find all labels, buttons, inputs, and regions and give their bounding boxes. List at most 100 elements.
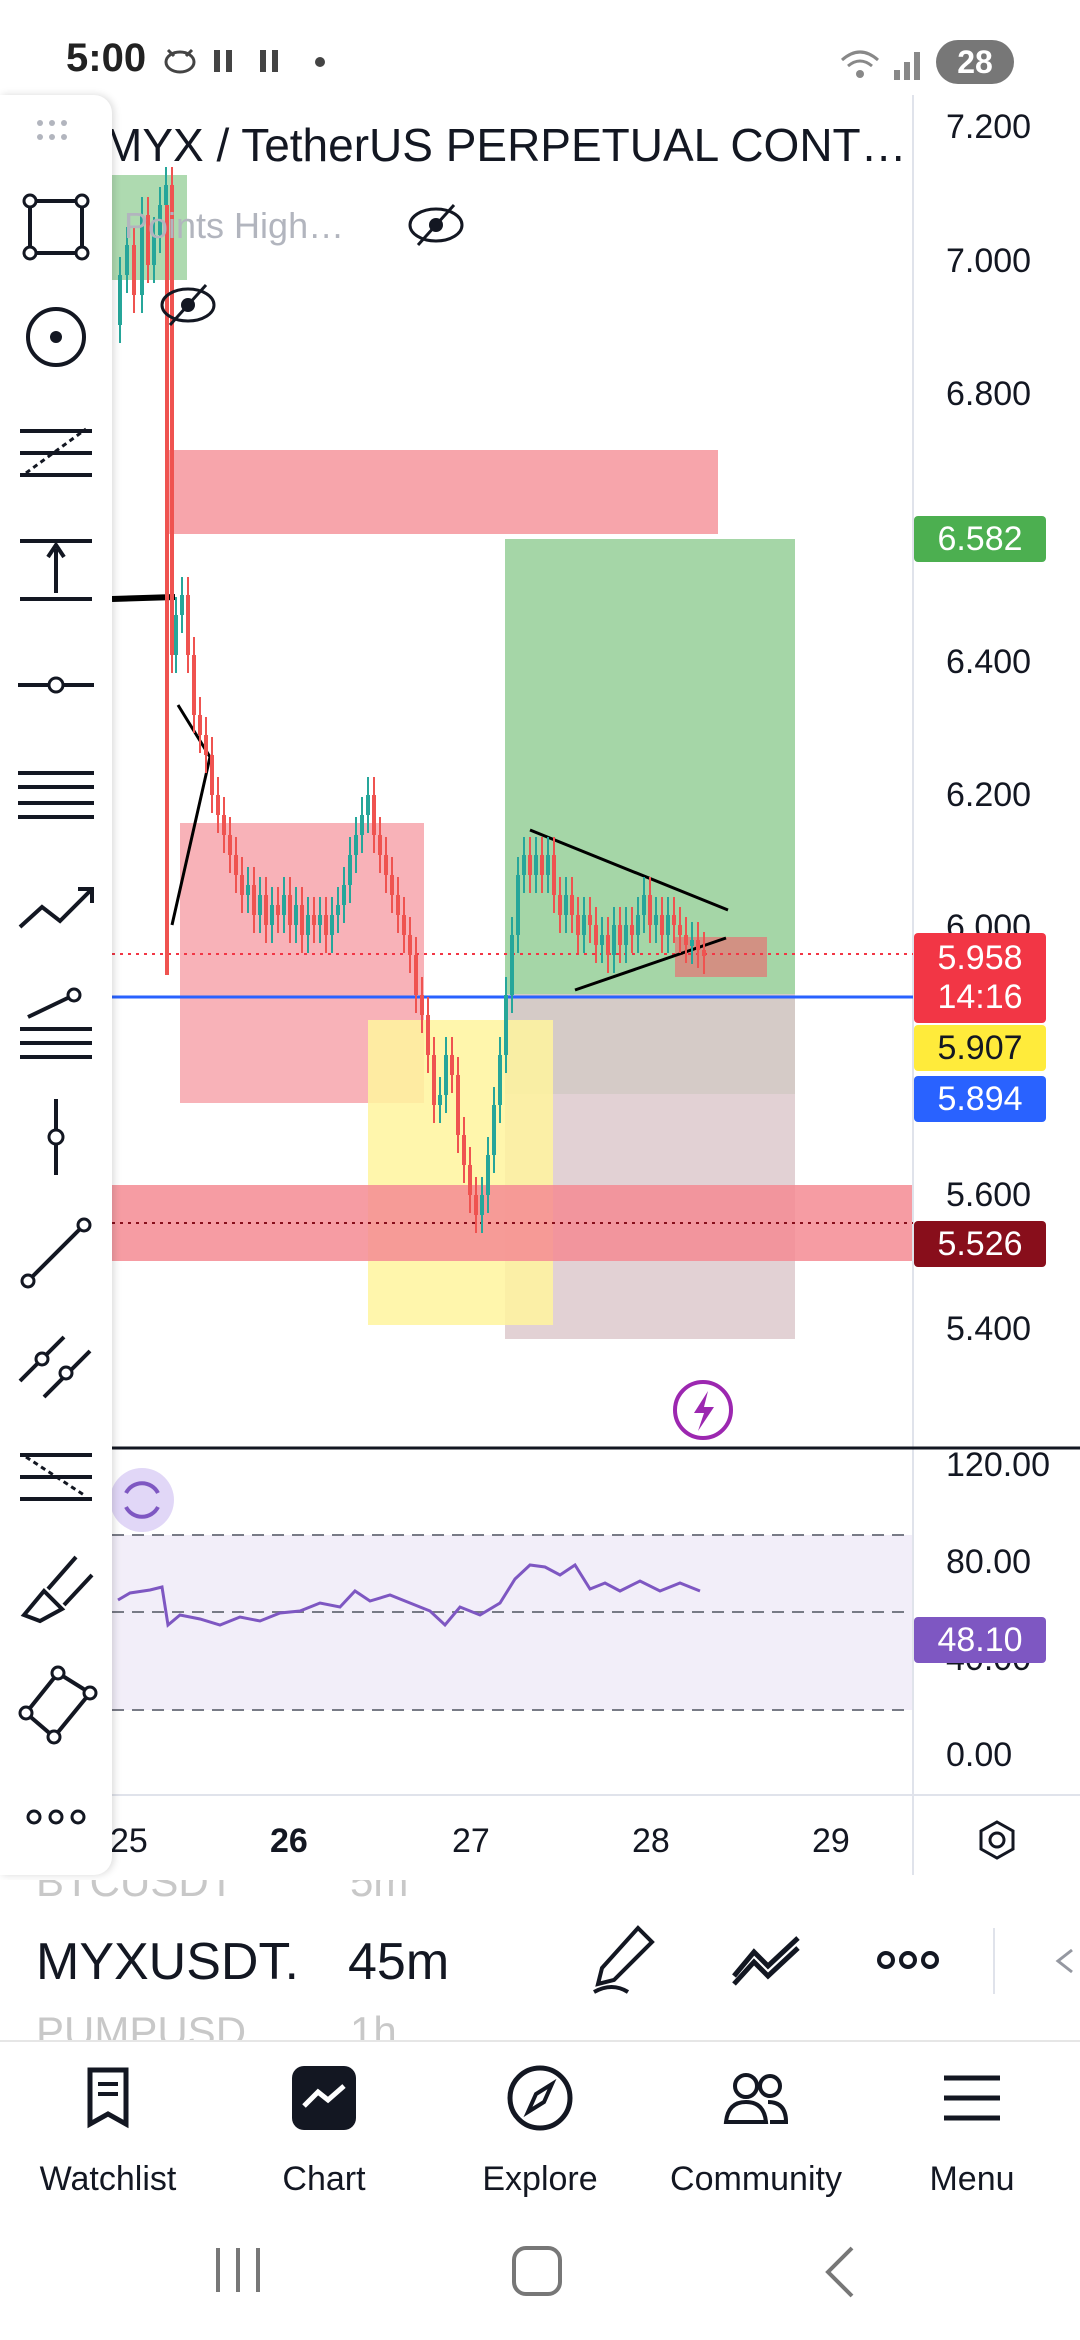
candle-body: [474, 1195, 478, 1215]
watchlist-icon: [87, 2067, 129, 2129]
candle-body: [125, 245, 129, 275]
chart-canvas[interactable]: [0, 95, 1080, 1875]
candle-body: [336, 905, 340, 915]
chart-title[interactable]: MYX / TetherUS PERPETUAL CONT…: [104, 119, 907, 171]
nav-chart[interactable]: Chart: [216, 2062, 432, 2202]
battery-badge: 28: [936, 40, 1014, 84]
candle-body: [636, 915, 640, 935]
candle-body: [624, 925, 628, 945]
triangle-lower: [574, 936, 727, 992]
candle-body: [444, 1055, 448, 1095]
drawings-icon[interactable]: [728, 1930, 804, 1990]
rectangle-icon[interactable]: [14, 185, 98, 269]
next-symbol[interactable]: PUMPUSD: [36, 2008, 247, 2040]
symbol-strip[interactable]: BTCUSDT 5m PUMPUSD 1h: [0, 1880, 1080, 2040]
fib-retracement-icon[interactable]: [14, 411, 98, 495]
date-axis-label: 28: [632, 1822, 670, 1860]
rsi-value-tag: 48.10: [914, 1617, 1046, 1663]
back-icon[interactable]: [820, 2244, 860, 2300]
candle-body: [170, 185, 174, 655]
candle-body: [450, 1055, 454, 1075]
candle-body: [164, 185, 168, 205]
demand-zone-yellow: [368, 1020, 553, 1325]
rsi-band: [112, 1535, 912, 1710]
nav-label: Explore: [482, 2160, 598, 2198]
candle-body: [666, 915, 670, 935]
trend-line-icon[interactable]: [14, 1211, 98, 1295]
rsi-axis-label: 0.00: [946, 1736, 1013, 1774]
parallel-lines-icon[interactable]: [14, 753, 98, 837]
price-axis-label: 5.400: [946, 1310, 1032, 1348]
bottom-nav: Watchlist Chart Explore Community Menu: [0, 2040, 1080, 2202]
candle-body: [432, 1055, 436, 1105]
refresh-icon[interactable]: [110, 1468, 174, 1532]
chart-settings-icon[interactable]: [979, 1820, 1015, 1860]
rsi-axis-label: 120.00: [946, 1446, 1050, 1484]
yellow-level-tag: 5.907: [914, 1025, 1046, 1071]
lightning-icon[interactable]: [673, 1380, 733, 1440]
candle-body: [552, 855, 556, 895]
price-axis-label: 6.200: [946, 776, 1032, 814]
candle-body: [612, 925, 616, 955]
stop-level-tag: 5.526: [914, 1221, 1046, 1267]
candle-body: [414, 955, 418, 995]
candle-body: [534, 855, 538, 875]
indicator-label[interactable]: Points High…: [124, 205, 345, 246]
compass-icon: [507, 2065, 573, 2131]
candle-body: [396, 895, 400, 915]
home-icon[interactable]: [510, 2244, 566, 2300]
previous-symbol[interactable]: BTCUSDT: [36, 1880, 235, 1905]
path-icon[interactable]: [14, 867, 98, 951]
nav-label: Watchlist: [39, 2160, 177, 2198]
menu-icon: [944, 2075, 1000, 2121]
nav-watchlist[interactable]: Watchlist: [0, 2062, 216, 2202]
polygon-icon[interactable]: [14, 1661, 98, 1745]
current-interval[interactable]: 45m: [348, 1933, 450, 1991]
candle-body: [234, 855, 238, 875]
current-symbol[interactable]: MYXUSDT.: [36, 1933, 299, 1991]
visibility-toggle-icon[interactable]: [408, 203, 464, 247]
price-axis-label: 6.800: [946, 375, 1032, 413]
candle-body: [654, 915, 658, 925]
nav-menu[interactable]: Menu: [864, 2062, 1080, 2202]
projection-icon[interactable]: [14, 527, 98, 611]
pitchfork-icon[interactable]: [14, 981, 98, 1065]
nav-explore[interactable]: Explore: [432, 2062, 648, 2202]
more-options-icon[interactable]: [876, 1944, 940, 1976]
candle-body: [354, 835, 358, 855]
more-icon[interactable]: [14, 1775, 98, 1859]
candle-body: [318, 915, 322, 925]
brush-icon[interactable]: [14, 1545, 98, 1629]
candle-body: [600, 935, 604, 945]
drag-handle-icon[interactable]: [36, 117, 76, 147]
collapse-icon[interactable]: [1052, 1946, 1076, 1976]
candle-body: [216, 795, 220, 815]
candle-body: [198, 715, 202, 735]
hidden-eye-icon[interactable]: [160, 283, 216, 327]
fib-fan-icon[interactable]: [14, 1435, 98, 1519]
date-axis-label: 26: [270, 1822, 308, 1860]
parallel-channel-icon[interactable]: [14, 1323, 98, 1407]
notification-icons: [160, 40, 420, 89]
vertical-line-icon[interactable]: [14, 1095, 98, 1179]
candle-body: [360, 815, 364, 835]
status-bar: 5:00 28: [0, 0, 1080, 120]
candle-body: [540, 855, 544, 875]
horizontal-ray-icon[interactable]: [14, 643, 98, 727]
circle-icon[interactable]: [14, 295, 98, 379]
target-price-tag: 6.582: [914, 516, 1046, 562]
pencil-icon[interactable]: [588, 1922, 658, 1998]
stop-zone: [505, 994, 795, 1339]
system-nav-bar: [0, 2200, 1080, 2340]
candlestick-series: [118, 167, 706, 1233]
nav-community[interactable]: Community: [648, 2062, 864, 2202]
candle-body: [588, 915, 592, 925]
candle-body: [582, 915, 586, 935]
last-price-value: 5.958: [937, 939, 1023, 977]
candle-body: [702, 950, 706, 956]
candle-body: [498, 1055, 502, 1105]
candle-body: [186, 595, 190, 655]
candle-body: [300, 905, 304, 935]
recent-apps-icon[interactable]: [210, 2244, 266, 2296]
bug-icon: [164, 48, 325, 74]
